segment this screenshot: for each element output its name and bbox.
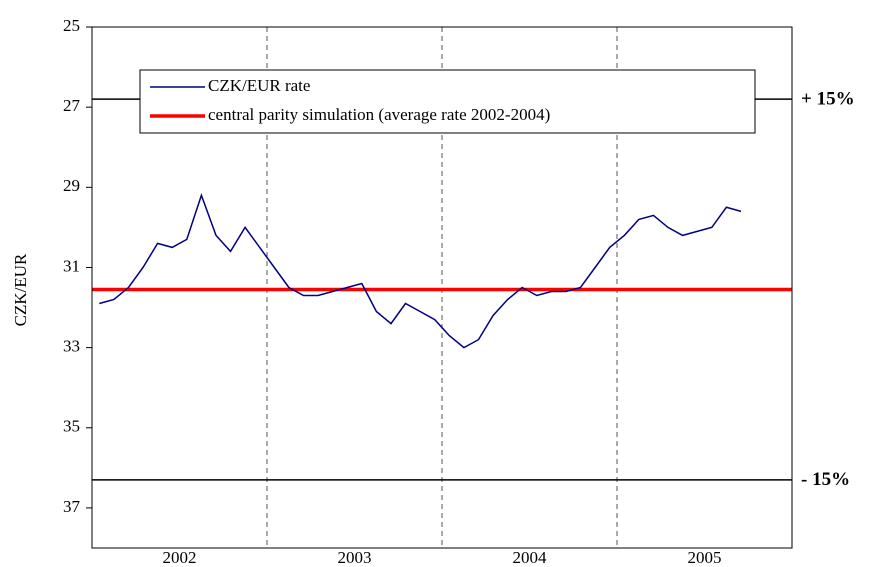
reference-label: + 15% (801, 88, 855, 109)
y-tick-label: 37 (63, 497, 81, 516)
legend: CZK/EUR rate central parity simulation (a… (139, 69, 756, 134)
legend-label: CZK/EUR rate (208, 76, 310, 95)
legend-label: central parity simulation (average rate … (208, 105, 550, 124)
y-tick-label: 31 (63, 256, 80, 275)
x-tick-label: 2003 (338, 548, 372, 567)
y-tick-label: 35 (63, 417, 80, 436)
y-tick-label: 25 (63, 16, 80, 35)
series-line (99, 193, 742, 349)
y-axis-label: CZK/EUR (11, 253, 30, 326)
legend-box (139, 69, 756, 134)
x-tick-label: 2005 (688, 548, 722, 567)
plot-frame (91, 26, 793, 549)
reference-label: - 15% (801, 469, 850, 490)
y-tick-label: 33 (63, 337, 80, 356)
y-tick-label: 27 (63, 96, 81, 115)
x-tick-label: 2004 (513, 548, 548, 567)
y-tick-label: 29 (63, 176, 80, 195)
x-tick-label: 2002 (163, 548, 197, 567)
